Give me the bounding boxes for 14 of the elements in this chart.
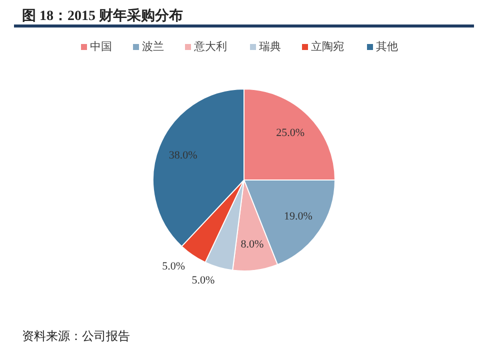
text: 资料来源：公司报告: [22, 329, 130, 343]
data-label: 5.0%: [192, 274, 215, 286]
legend-label: 瑞典: [259, 40, 281, 53]
data-label: 8.0%: [240, 238, 264, 251]
data-label: 25.0%: [276, 127, 305, 140]
legend-label: 意大利: [193, 40, 227, 53]
data-label: 38.0%: [168, 149, 198, 162]
data-label: 5.0%: [162, 260, 185, 272]
data-label: 19.0%: [284, 210, 312, 222]
legend-label: 其他: [376, 40, 398, 53]
legend-label: 立陶宛: [311, 40, 344, 53]
chart-title: 图 18：2015 财年采购分布: [22, 8, 183, 24]
legend-label: 波兰: [142, 40, 164, 53]
legend-label: 中国: [90, 40, 112, 53]
